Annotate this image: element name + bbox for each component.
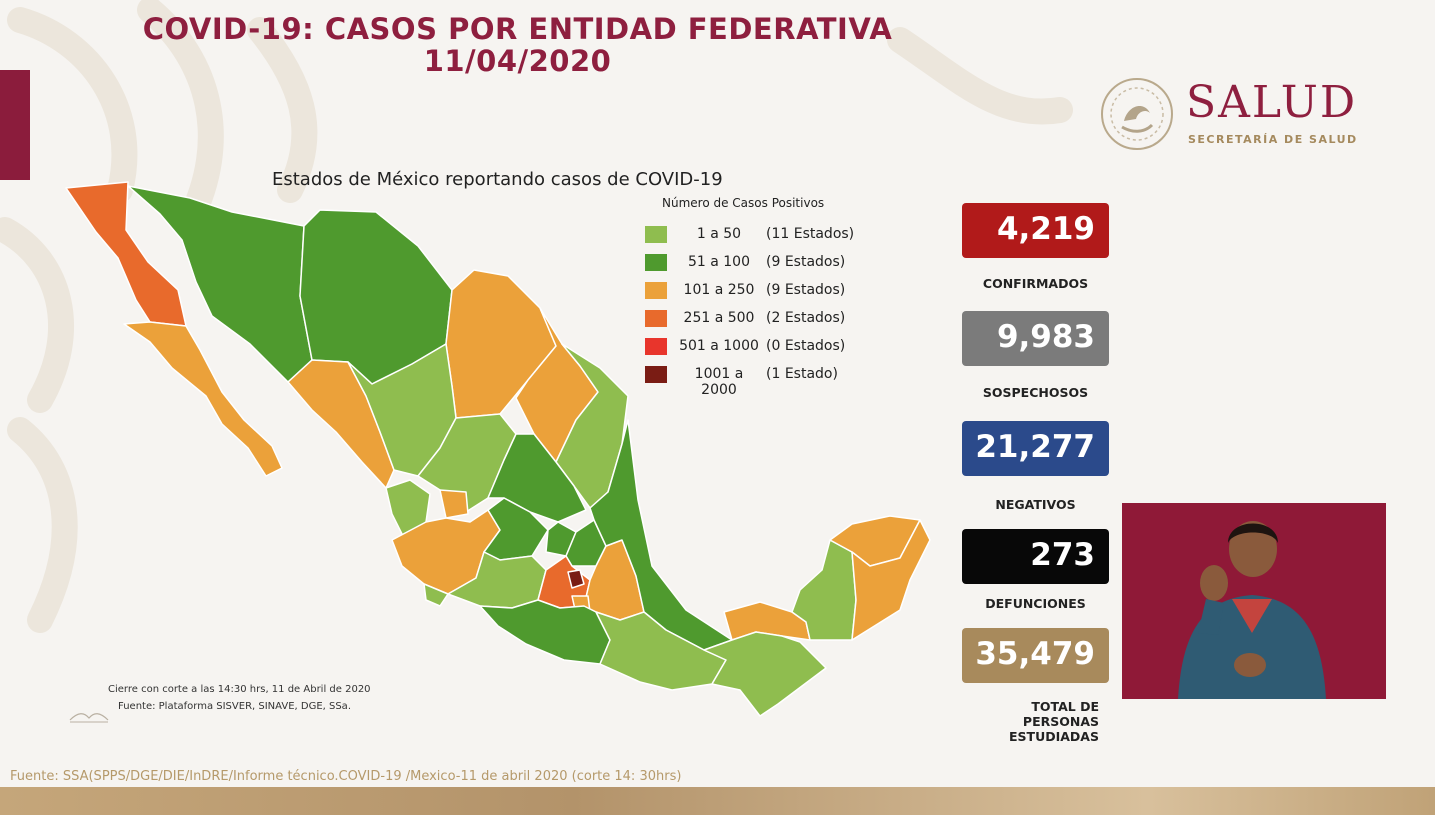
- legend-range: 51 a 100: [687, 254, 750, 270]
- legend-item: 501 a 1000 (0 Estados): [645, 336, 875, 364]
- map-title: Estados de México reportando casos de CO…: [272, 169, 723, 190]
- total-estudiadas-value: 35,479: [975, 636, 1095, 672]
- sospechosos-card: 9,983: [962, 311, 1109, 366]
- legend-range: 251 a 500: [683, 310, 755, 326]
- legend-count: (11 Estados): [766, 226, 855, 242]
- bottom-band: [0, 787, 1435, 815]
- total-estudiadas-label: TOTAL DE PERSONAS ESTUDIADAS: [962, 699, 1099, 744]
- legend-swatch: [645, 338, 667, 355]
- national-seal-icon: [1101, 78, 1173, 150]
- state-cdmx: [567, 569, 585, 589]
- negativos-value: 21,277: [975, 429, 1095, 465]
- total-estudiadas-card: 35,479: [962, 628, 1109, 683]
- legend-swatch: [645, 282, 667, 299]
- state-quintana-roo: [851, 519, 931, 641]
- legend-range: 101 a 250: [683, 282, 755, 298]
- legend-swatch: [645, 254, 667, 271]
- legend-title: Número de Casos Positivos: [662, 196, 825, 210]
- legend-item: 1 a 50 (11 Estados): [645, 224, 875, 252]
- legend-item: 101 a 250 (9 Estados): [645, 280, 875, 308]
- legend-swatch: [645, 226, 667, 243]
- legend-item: 1001 a 2000 (1 Estado): [645, 364, 875, 398]
- state-colima: [423, 583, 449, 607]
- legend-item: 251 a 500 (2 Estados): [645, 308, 875, 336]
- state-zacatecas: [417, 413, 517, 513]
- confirmados-card: 4,219: [962, 203, 1109, 258]
- mexico-map: [65, 181, 931, 717]
- logo-text: SALUD: [1186, 77, 1358, 128]
- legend-item: 51 a 100 (9 Estados): [645, 252, 875, 280]
- legend-count: (2 Estados): [766, 310, 846, 326]
- legend-count: (1 Estado): [766, 366, 838, 382]
- interpreter-video: [1122, 503, 1386, 699]
- legend-range: 1001 a 2000: [694, 366, 744, 398]
- logo-subtitle: SECRETARÍA DE SALUD: [1188, 133, 1358, 146]
- salud-logo: SALUD SECRETARÍA DE SALUD: [1098, 75, 1388, 155]
- legend-range: 501 a 1000: [679, 338, 759, 354]
- sospechosos-value: 9,983: [996, 319, 1095, 355]
- state-aguascalientes: [439, 489, 469, 519]
- map-legend: Número de Casos Positivos 1 a 50 (11 Est…: [645, 196, 875, 398]
- confirmados-value: 4,219: [996, 211, 1095, 247]
- defunciones-value: 273: [1030, 537, 1095, 573]
- total-label-line: TOTAL DE: [1031, 699, 1099, 714]
- page-date: 11/04/2020: [423, 44, 612, 78]
- decorative-wave-icon: [69, 713, 109, 723]
- confirmados-label: CONFIRMADOS: [982, 276, 1089, 291]
- state-chiapas: [703, 631, 827, 717]
- page-title: COVID-19: CASOS POR ENTIDAD FEDERATIVA: [142, 12, 893, 46]
- legend-count: (9 Estados): [766, 282, 846, 298]
- map-footnote-cut: Cierre con corte a las 14:30 hrs, 11 de …: [108, 684, 371, 695]
- source-footer: Fuente: SSA(SPPS/DGE/DIE/InDRE/Informe t…: [10, 769, 682, 784]
- left-accent-bar: [0, 70, 30, 180]
- sospechosos-label: SOSPECHOSOS: [982, 385, 1089, 400]
- total-label-line: PERSONAS: [1022, 714, 1099, 729]
- state-tamaulipas: [555, 343, 629, 509]
- map-footnote-source: Fuente: Plataforma SISVER, SINAVE, DGE, …: [118, 701, 351, 712]
- total-label-line: ESTUDIADAS: [1009, 729, 1099, 744]
- state-baja-california-sur: [123, 321, 283, 477]
- defunciones-label: DEFUNCIONES: [985, 596, 1086, 611]
- interpreter-figure-icon: [1122, 503, 1386, 699]
- defunciones-card: 273: [962, 529, 1109, 584]
- legend-swatch: [645, 366, 667, 383]
- negativos-card: 21,277: [962, 421, 1109, 476]
- state-guerrero: [479, 599, 611, 665]
- negativos-label: NEGATIVOS: [995, 497, 1076, 512]
- legend-count: (9 Estados): [766, 254, 846, 270]
- legend-swatch: [645, 310, 667, 327]
- legend-count: (0 Estados): [766, 338, 846, 354]
- legend-range: 1 a 50: [696, 226, 742, 242]
